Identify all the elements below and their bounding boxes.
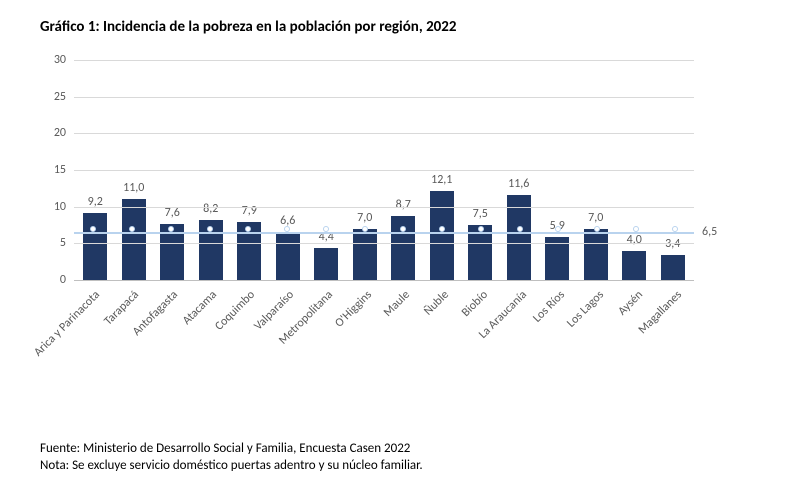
y-tick-label: 20 <box>54 126 66 140</box>
x-label-slot: O'Higgins <box>345 282 384 372</box>
bar-value-label: 11,0 <box>123 181 144 195</box>
gridline <box>74 243 694 244</box>
reference-marker <box>168 226 174 232</box>
reference-marker <box>245 226 251 232</box>
reference-marker <box>478 226 484 232</box>
reference-marker <box>129 226 135 232</box>
reference-marker <box>323 226 329 232</box>
plot-area: 9,211,07,68,27,96,64,47,08,712,17,511,65… <box>74 60 694 280</box>
y-tick-label: 5 <box>60 236 66 250</box>
x-label-slot: Antofagasta <box>152 282 191 372</box>
reference-marker <box>594 226 600 232</box>
y-tick-label: 30 <box>54 53 66 67</box>
x-label-slot: Ñuble <box>423 282 462 372</box>
gridline <box>74 170 694 171</box>
footer-source: Fuente: Ministerio de Desarrollo Social … <box>40 440 423 458</box>
x-label-slot: La Araucanía <box>500 282 539 372</box>
reference-marker <box>633 226 639 232</box>
bar: 6,6 <box>276 232 300 280</box>
chart-title: Gráfico 1: Incidencia de la pobreza en l… <box>40 18 749 36</box>
bar-value-label: 4,0 <box>627 233 642 247</box>
reference-marker <box>672 226 678 232</box>
gridline <box>74 133 694 134</box>
gridline <box>74 207 694 208</box>
reference-marker <box>439 226 445 232</box>
y-tick-label: 10 <box>54 200 66 214</box>
bar: 4,0 <box>622 251 646 280</box>
reference-marker <box>207 226 213 232</box>
x-label-slot: Los Lagos <box>578 282 617 372</box>
x-label-slot: Arica y Parinacota <box>74 282 113 372</box>
chart-area: 9,211,07,68,27,96,64,47,08,712,17,511,65… <box>40 50 740 400</box>
reference-marker <box>517 226 523 232</box>
bar: 3,4 <box>661 255 685 280</box>
bar: 11,6 <box>507 195 531 280</box>
chart-container: Gráfico 1: Incidencia de la pobreza en l… <box>0 0 789 501</box>
bar: 7,0 <box>584 229 608 280</box>
reference-line <box>74 232 694 234</box>
bar-value-label: 7,5 <box>473 207 488 221</box>
x-axis-label: Arica y Parinacota <box>32 288 103 359</box>
reference-line-label: 6,5 <box>702 225 717 239</box>
footer-note: Nota: Se excluye servicio doméstico puer… <box>40 457 423 475</box>
y-tick-label: 0 <box>60 273 66 287</box>
bar-value-label: 8,7 <box>396 198 411 212</box>
reference-marker <box>284 226 290 232</box>
bar-value-label: 11,6 <box>508 177 529 191</box>
bar: 4,4 <box>314 248 338 280</box>
y-tick-label: 15 <box>54 163 66 177</box>
y-tick-label: 25 <box>54 90 66 104</box>
reference-marker <box>400 226 406 232</box>
reference-marker <box>362 226 368 232</box>
gridline <box>74 280 694 281</box>
bar: 9,2 <box>83 213 107 280</box>
reference-marker <box>555 226 561 232</box>
bar-value-label: 12,1 <box>431 173 452 187</box>
x-label-slot: Magallanes <box>655 282 694 372</box>
x-axis-label: Aysén <box>615 288 645 318</box>
reference-marker <box>90 226 96 232</box>
bar: 7,0 <box>353 229 377 280</box>
bar: 11,0 <box>122 199 146 280</box>
bar-value-label: 7,0 <box>357 211 372 225</box>
x-axis-label: Maule <box>381 288 413 320</box>
x-axis-label: Ñuble <box>422 288 452 318</box>
x-axis-labels: Arica y ParinacotaTarapacáAntofagastaAta… <box>74 282 694 372</box>
x-label-slot: Maule <box>384 282 423 372</box>
chart-footer: Fuente: Ministerio de Desarrollo Social … <box>40 440 423 475</box>
bar-value-label: 8,2 <box>203 202 218 216</box>
bar-value-label: 7,0 <box>588 211 603 225</box>
bar: 12,1 <box>430 191 454 280</box>
gridline <box>74 60 694 61</box>
x-axis-label: Biobío <box>459 288 491 320</box>
gridline <box>74 97 694 98</box>
bar-value-label: 7,6 <box>165 206 180 220</box>
